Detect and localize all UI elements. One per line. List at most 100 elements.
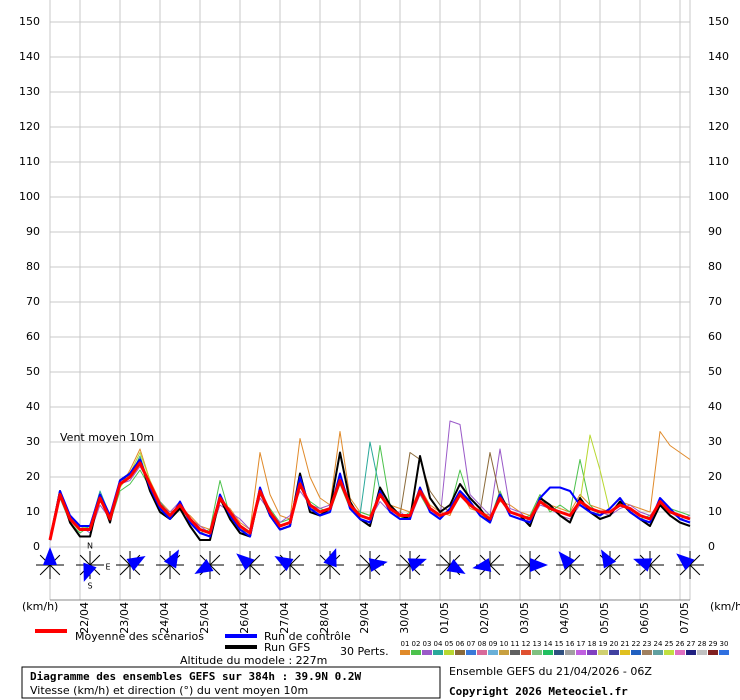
compass-spoke [689, 564, 701, 576]
legend-swatch [455, 650, 465, 655]
legend-swatch [697, 650, 707, 655]
legend-label: 19 [599, 640, 608, 648]
legend-label: 01 [401, 640, 410, 648]
wind-glyph [446, 558, 466, 574]
legend-label: 20 [610, 640, 619, 648]
x-tick-label: 06/05 [638, 602, 651, 634]
compass-label: E [105, 563, 110, 572]
annotation: Vent moyen 10m [60, 431, 154, 444]
compass-spoke [399, 564, 411, 576]
legend-swatch [543, 650, 553, 655]
y-tick-label: 90 [26, 225, 40, 238]
legend-label: 16 [566, 640, 575, 648]
compass-spoke [609, 564, 621, 576]
series-line [49, 451, 691, 541]
legend-swatch [554, 650, 564, 655]
legend-label: 30 [720, 640, 729, 648]
wind-glyph [194, 558, 214, 574]
legend-label: 10 [500, 640, 509, 648]
y-tick-label: 140 [708, 50, 729, 63]
x-tick-label: 23/04 [118, 602, 131, 634]
compass-spoke [689, 554, 701, 566]
legend-swatch [488, 650, 498, 655]
legend-swatch [510, 650, 520, 655]
legend-label: 15 [555, 640, 564, 648]
legend-swatch [609, 650, 619, 655]
legend-swatch [532, 650, 542, 655]
legend-label: Run GFS [264, 641, 310, 654]
legend-label: 22 [632, 640, 641, 648]
y-tick-label: 30 [708, 435, 722, 448]
y-tick-label: 80 [26, 260, 40, 273]
x-tick-label: 07/05 [678, 602, 691, 634]
compass-spoke [209, 554, 221, 566]
compass-spoke [119, 564, 131, 576]
x-tick-label: 29/04 [358, 602, 371, 634]
wind-glyph [274, 556, 294, 572]
legend-label: 08 [478, 640, 487, 648]
legend-label: 17 [577, 640, 586, 648]
compass-spoke [79, 554, 91, 566]
y-tick-label: 80 [708, 260, 722, 273]
legend-swatch [708, 650, 718, 655]
legend-swatch [642, 650, 652, 655]
legend-swatch [411, 650, 421, 655]
wind-glyph [126, 556, 146, 572]
compass-label: N [87, 542, 93, 551]
legend-swatch [719, 650, 729, 655]
copyright: Copyright 2026 Meteociel.fr [449, 685, 628, 698]
compass-spoke [289, 554, 301, 566]
legend-swatch [620, 650, 630, 655]
compass-spoke [359, 564, 371, 576]
legend-label: 04 [434, 640, 443, 648]
wind-glyph [601, 549, 617, 569]
legend-label: 27 [687, 640, 696, 648]
legend-label: 13 [533, 640, 542, 648]
legend-label: 18 [588, 640, 597, 648]
legend-label: 12 [522, 640, 531, 648]
y-tick-label: 10 [708, 505, 722, 518]
y-tick-label: 110 [708, 155, 729, 168]
wind-glyph [323, 548, 337, 568]
y-tick-label: 100 [708, 190, 729, 203]
wind-row [36, 547, 704, 582]
y-tick-label: 100 [19, 190, 40, 203]
compass-spoke [319, 564, 331, 576]
compass-spoke [439, 564, 451, 576]
legend-label: 11 [511, 640, 520, 648]
legend-swatch [686, 650, 696, 655]
compass-label: S [87, 582, 92, 591]
legend-swatch [565, 650, 575, 655]
legend-swatch [576, 650, 586, 655]
legend-label: 28 [698, 640, 707, 648]
legend-swatch [433, 650, 443, 655]
info-box [21, 666, 441, 699]
x-tick-label: 28/04 [318, 602, 331, 634]
series-line [49, 458, 691, 541]
legend-label: 07 [467, 640, 476, 648]
y-tick-label: 130 [19, 85, 40, 98]
compass-spoke [649, 554, 661, 566]
compass-spoke [289, 564, 301, 576]
legend-swatch [499, 650, 509, 655]
compass-spoke [519, 564, 531, 576]
legend-swatch [631, 650, 641, 655]
wind-glyph [472, 558, 492, 572]
x-tick-label: 01/05 [438, 602, 451, 634]
legend-swatch [477, 650, 487, 655]
wind-glyph [43, 547, 57, 565]
wind-glyph [236, 553, 255, 571]
perturbations-label: 30 Perts. [340, 645, 389, 658]
legend-swatch [598, 650, 608, 655]
compass-spoke [399, 554, 411, 566]
grid [49, 0, 691, 600]
wind-glyph [83, 562, 97, 582]
y-tick-label: 90 [708, 225, 722, 238]
legend-swatch [521, 650, 531, 655]
legend-swatch [466, 650, 476, 655]
compass-spoke [599, 564, 611, 576]
y-tick-label: 20 [26, 470, 40, 483]
compass-spoke [439, 554, 451, 566]
wind-glyph [558, 551, 576, 570]
